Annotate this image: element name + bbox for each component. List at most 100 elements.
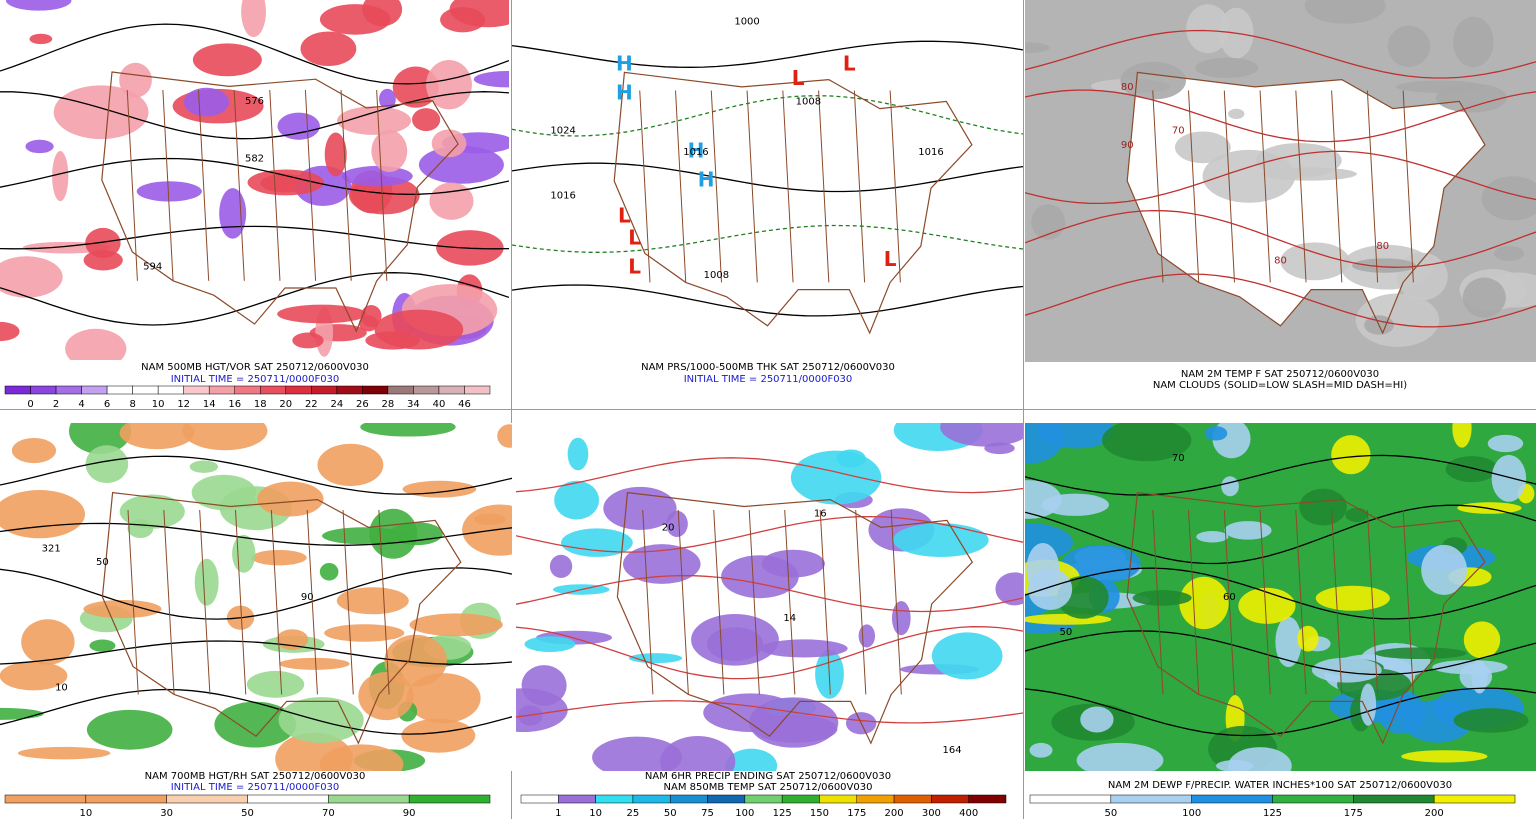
colorbar-label: 0 bbox=[27, 399, 33, 410]
colorbar-label: 75 bbox=[701, 808, 714, 819]
shaded-area bbox=[1238, 587, 1296, 624]
shaded-area bbox=[554, 480, 600, 520]
shaded-area bbox=[1421, 544, 1467, 595]
map-label: 60 bbox=[1223, 592, 1236, 603]
colorbar-segment bbox=[632, 794, 671, 804]
map-label: 50 bbox=[96, 557, 109, 568]
colorbar-label: 22 bbox=[305, 399, 318, 410]
shaded-area bbox=[524, 636, 576, 652]
shaded-area bbox=[858, 624, 876, 648]
contour-line bbox=[0, 272, 509, 326]
state-borders bbox=[1126, 491, 1486, 745]
map-label: 1000 bbox=[734, 17, 759, 28]
shaded-area bbox=[182, 423, 268, 451]
colorbar-segment bbox=[856, 794, 895, 804]
colorbar-label: 6 bbox=[104, 399, 110, 410]
panel: 321 50 90 10 NAM 700MB HGT/RH SAT 250712/060… bbox=[0, 423, 512, 819]
contour-line bbox=[1025, 209, 1536, 268]
colorbar-label: 90 bbox=[403, 808, 416, 819]
colorbar-label: 70 bbox=[322, 808, 335, 819]
shaded-area bbox=[127, 519, 154, 539]
colorbar-segment bbox=[183, 385, 210, 395]
map: 70 60 50 bbox=[1025, 423, 1536, 771]
shaded-area bbox=[247, 169, 325, 196]
caption: INITIAL TIME = 250711/0000F030 bbox=[171, 374, 340, 385]
contour-line bbox=[0, 157, 509, 195]
state-border bbox=[784, 509, 796, 695]
state-border bbox=[1402, 90, 1414, 283]
map-label: L bbox=[618, 204, 631, 228]
shaded-area bbox=[319, 562, 339, 581]
colorbar-label: 175 bbox=[1344, 808, 1363, 819]
map-label: 1008 bbox=[704, 270, 729, 281]
shaded-area bbox=[358, 672, 414, 721]
contour-line bbox=[1025, 29, 1536, 79]
colorbar-segment bbox=[132, 385, 159, 395]
map-label: 582 bbox=[245, 153, 264, 164]
colorbar-segment bbox=[520, 794, 559, 804]
colorbar-segment bbox=[387, 385, 414, 395]
shaded-area bbox=[1025, 613, 1112, 625]
state-border bbox=[1223, 90, 1236, 283]
shaded-area bbox=[1025, 423, 1064, 464]
colorbar-segment bbox=[1029, 794, 1112, 804]
colorbar-label: 26 bbox=[356, 399, 369, 410]
shaded-area bbox=[1494, 245, 1525, 261]
shaded-area bbox=[1374, 647, 1467, 660]
state-borders bbox=[613, 71, 973, 335]
shaded-area bbox=[251, 549, 307, 566]
state-border bbox=[162, 89, 174, 281]
state-border bbox=[163, 509, 175, 695]
colorbar-segment bbox=[106, 385, 133, 395]
shaded-area bbox=[749, 697, 839, 748]
shaded-area bbox=[473, 71, 509, 88]
shaded-area bbox=[11, 437, 57, 464]
colorbar-label: 14 bbox=[203, 399, 216, 410]
shaded-area bbox=[1315, 585, 1390, 611]
colorbar-label: 8 bbox=[129, 399, 135, 410]
shaded-area bbox=[1452, 423, 1472, 448]
shaded-area bbox=[359, 315, 379, 332]
colorbar-label: 125 bbox=[773, 808, 792, 819]
caption: NAM 500MB HGT/VOR SAT 250712/0600V030 bbox=[141, 362, 369, 373]
colorbar-label: 12 bbox=[177, 399, 190, 410]
state-border bbox=[855, 509, 867, 695]
shaded-area bbox=[1453, 16, 1494, 68]
shaded-area bbox=[836, 449, 866, 468]
map-label: 70 bbox=[1172, 125, 1185, 136]
shaded-area bbox=[1360, 683, 1377, 726]
contour-line bbox=[512, 284, 1023, 317]
shaded-area bbox=[300, 31, 357, 67]
shaded-area bbox=[1387, 25, 1431, 68]
shaded-area bbox=[1275, 616, 1302, 668]
shaded-area bbox=[1195, 57, 1259, 78]
contour-line bbox=[512, 95, 1023, 137]
colorbar-label: 25 bbox=[627, 808, 640, 819]
map-label: 576 bbox=[245, 96, 264, 107]
shaded-area bbox=[1311, 657, 1382, 683]
colorbar-label: 150 bbox=[810, 808, 829, 819]
state-border bbox=[1295, 90, 1307, 283]
shaded-area bbox=[1174, 131, 1231, 164]
contour-line bbox=[1025, 150, 1536, 205]
colorbar-segment bbox=[408, 794, 491, 804]
panel: 80 70 80 80 90 NAM 2M TEMP F SAT 250712/0600V… bbox=[1025, 0, 1536, 391]
shaded-area bbox=[21, 619, 75, 665]
contour-line bbox=[516, 626, 1023, 680]
colorbar-segment bbox=[968, 794, 1007, 804]
shaded-area bbox=[1076, 742, 1164, 771]
shaded-area bbox=[790, 450, 882, 505]
shaded-area bbox=[29, 33, 53, 45]
colorbar-segment bbox=[707, 794, 746, 804]
shaded-area bbox=[336, 587, 409, 615]
contour-line bbox=[0, 23, 509, 85]
map-label: 90 bbox=[1121, 140, 1134, 151]
colorbar-segment bbox=[931, 794, 969, 804]
colorbar-segment bbox=[1272, 794, 1354, 804]
shaded-area bbox=[1179, 576, 1229, 630]
shaded-area bbox=[1352, 258, 1416, 273]
colorbar-label: 300 bbox=[922, 808, 941, 819]
shaded-area bbox=[622, 544, 701, 584]
shaded-area bbox=[1471, 660, 1488, 694]
colorbar-label: 100 bbox=[1182, 808, 1201, 819]
